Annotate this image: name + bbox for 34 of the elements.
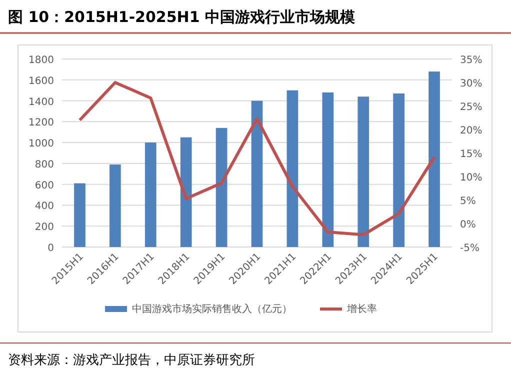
bar <box>428 72 440 247</box>
bar <box>110 164 121 247</box>
bar <box>74 183 86 247</box>
y2-tick-label: 10% <box>460 172 482 184</box>
y-tick-label: 1400 <box>28 96 54 108</box>
y-tick-label: 1000 <box>28 138 54 150</box>
y-tick-label: 400 <box>34 201 54 212</box>
legend-label: 增长率 <box>346 303 377 315</box>
y-tick-label: 800 <box>34 159 54 170</box>
y-tick-label: 600 <box>34 180 54 192</box>
y2-tick-label: 0% <box>460 220 476 230</box>
bar <box>358 96 370 247</box>
y2-tick-label: 5% <box>460 196 476 207</box>
chart-title: 图 10：2015H1-2025H1 中国游戏行业市场规模 <box>8 8 356 26</box>
y-tick-label: 200 <box>34 222 54 234</box>
y2-tick-label: 30% <box>460 78 482 90</box>
y2-tick-label: -5% <box>460 243 480 254</box>
bar <box>216 128 228 247</box>
y2-tick-label: 20% <box>460 126 482 136</box>
y2-tick-label: 25% <box>460 102 482 113</box>
legend-label: 中国游戏市场实际销售收入（亿元） <box>132 303 292 315</box>
y-tick-label: 0 <box>48 243 54 254</box>
bar <box>286 90 298 247</box>
y2-tick-label: 15% <box>460 149 482 160</box>
text: 资料来源：游戏产业报告，中原证券研究所 <box>8 353 255 368</box>
y-tick-label: 1600 <box>28 76 54 87</box>
bar <box>144 142 156 247</box>
y-tick-label: 1800 <box>28 55 54 66</box>
y2-tick-label: 35% <box>460 55 482 66</box>
y-tick-label: 1200 <box>28 118 54 129</box>
bar <box>251 100 263 247</box>
bar <box>393 93 404 247</box>
bar <box>322 92 334 247</box>
bar <box>180 137 192 247</box>
